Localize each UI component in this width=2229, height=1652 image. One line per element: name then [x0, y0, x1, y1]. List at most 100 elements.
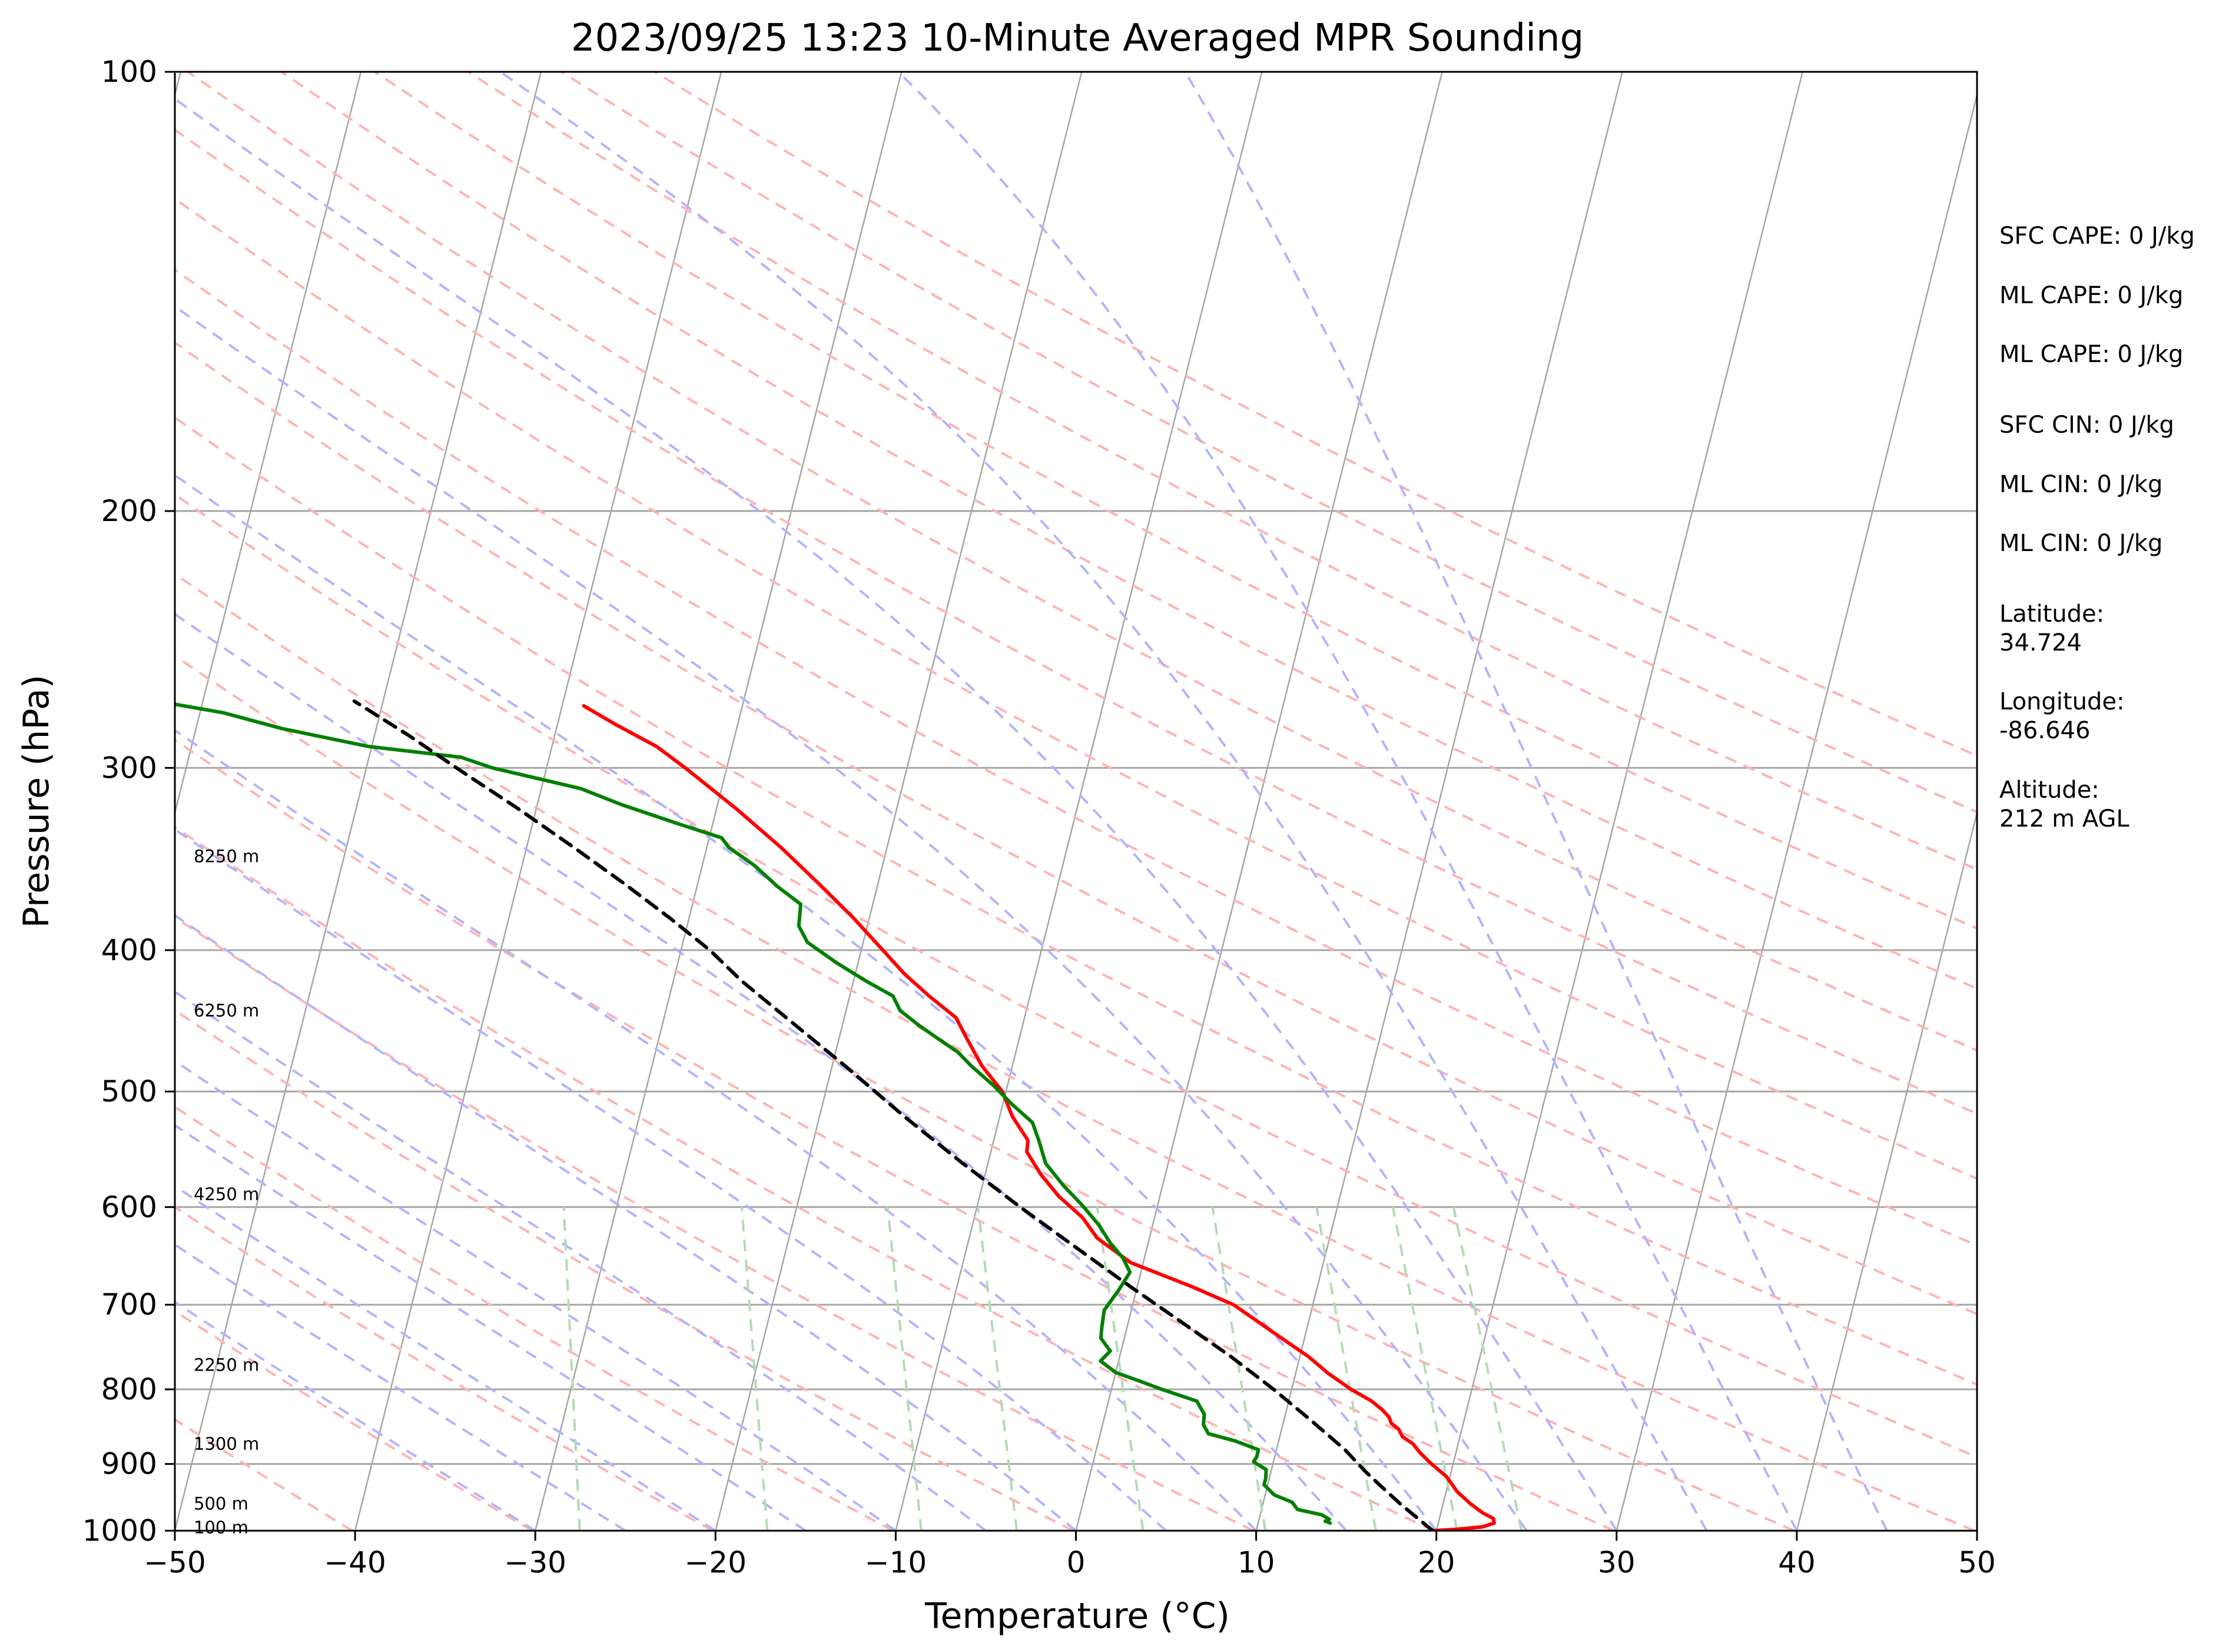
ml-cin-text: ML CIN: 0 J/kg [1999, 471, 2162, 498]
altitude-value: 212 m AGL [1999, 805, 2130, 832]
dry-adiabat-line [374, 72, 1977, 930]
dry-adiabat-line [280, 72, 1977, 990]
x-tick-label: −40 [324, 1545, 386, 1580]
isotherm-line [0, 72, 1, 1531]
moist-adiabat-line [175, 914, 1077, 1531]
y-tick-label: 300 [101, 751, 157, 785]
plot-border [174, 71, 1978, 1532]
isotherm-line [1255, 72, 1623, 1531]
latitude-value: 34.724 [1999, 629, 2082, 656]
y-tick-label: 800 [101, 1372, 157, 1406]
moist-adiabat-line [897, 72, 1798, 1531]
height-label: 100 m [194, 1518, 248, 1538]
y-tick-label: 900 [101, 1447, 157, 1481]
x-tick-label: −50 [144, 1545, 206, 1580]
dry-adiabat-line [175, 738, 1615, 1531]
moist-adiabat-line [175, 1243, 626, 1531]
moist-adiabat-line [1184, 72, 1888, 1531]
dry-adiabat-line [175, 128, 1977, 1115]
moist-adiabat-line [175, 305, 1528, 1531]
dry-adiabat-line [175, 341, 1977, 1315]
chart-title: 2023/09/25 13:23 10-Minute Averaged MPR … [571, 16, 1584, 60]
isotherm-line [1796, 810, 1977, 1531]
moist-adiabat-line [175, 990, 987, 1531]
dry-adiabat-line [187, 72, 1977, 1052]
moist-adiabat-line [175, 1059, 897, 1531]
moist-adiabat-line [175, 97, 1618, 1531]
dry-adiabat-line [175, 1309, 533, 1531]
dry-adiabat-line [175, 1105, 894, 1531]
isotherm-line [1616, 91, 1977, 1531]
height-label: 6250 m [194, 1000, 259, 1020]
moist-adiabat-line [175, 729, 1258, 1531]
x-tick-label: −30 [504, 1545, 566, 1580]
moist-adiabat-line [175, 1123, 807, 1531]
mixing-ratio-line [977, 1207, 1018, 1531]
dry-adiabat-line [467, 72, 1977, 871]
ml-cape-text: ML CAPE: 0 J/kg [1999, 282, 2183, 309]
isotherm-line [1435, 72, 1803, 1531]
dry-adiabat-line [175, 915, 1254, 1531]
sounding-lines [175, 699, 1496, 1531]
y-axis-title: Pressure (hPa) [16, 675, 57, 928]
side-annotations: SFC CAPE: 0 J/kg ML CAPE: 0 J/kg ML CAPE… [1999, 223, 2195, 832]
mixing-ratio-line [740, 1207, 769, 1531]
moist-adiabat-line [175, 473, 1438, 1531]
isotherm-line [354, 72, 722, 1531]
x-tick-label: 40 [1778, 1545, 1816, 1580]
height-label: 2250 m [194, 1355, 259, 1375]
y-tick-label: 100 [101, 55, 157, 89]
dry-adiabat-line [175, 1205, 714, 1531]
mixing-ratio-line [1391, 1206, 1458, 1531]
isotherm-line [715, 72, 1083, 1531]
height-label: 8250 m [194, 847, 259, 867]
mixing-ratio-line [1211, 1206, 1267, 1531]
mixing-ratio-line [1096, 1206, 1145, 1531]
height-label: 1300 m [194, 1434, 259, 1454]
mixing-ratio-line [562, 1207, 581, 1531]
ml-cape-text-2: ML CAPE: 0 J/kg [1999, 341, 2183, 368]
dry-adiabat-line [560, 72, 1977, 814]
temperature-line [582, 704, 1496, 1531]
dry-adiabat-line [175, 416, 1977, 1386]
height-label: 4250 m [194, 1185, 259, 1205]
height-labels: 8250 m 6250 m 4250 m 2250 m 1300 m 500 m 100 m [194, 847, 259, 1538]
isotherm-line [895, 72, 1263, 1531]
axis-ticks: −50 −40 −30 −20 −10 0 10 20 30 40 50 1000 900 800 700 6… [82, 55, 1996, 1580]
sfc-cin-text: SFC CIN: 0 J/kg [1999, 412, 2174, 439]
plot-frame [174, 71, 1978, 1532]
dewpoint-line [175, 702, 1332, 1525]
x-tick-label: 20 [1418, 1545, 1455, 1580]
isotherm-line [175, 72, 542, 1531]
ml-cin-text-2: ML CIN: 0 J/kg [1999, 530, 2162, 557]
y-tick-label: 600 [101, 1190, 157, 1224]
dry-adiabat-line [175, 197, 1977, 1180]
dry-adiabat-line [175, 268, 1977, 1247]
dry-adiabat-line [175, 493, 1977, 1459]
isotherm-line [175, 72, 362, 816]
x-tick-label: −20 [685, 1545, 747, 1580]
y-tick-label: 1000 [82, 1514, 157, 1548]
y-tick-label: 700 [101, 1288, 157, 1322]
isotherm-line [534, 72, 903, 1531]
sfc-cape-text: SFC CAPE: 0 J/kg [1999, 223, 2195, 250]
moist-adiabat-line [175, 828, 1167, 1531]
isotherm-line [1075, 72, 1443, 1531]
mixing-ratio-line [1452, 1206, 1523, 1531]
dry-adiabat-line [175, 1009, 1074, 1531]
x-tick-label: 30 [1598, 1545, 1636, 1580]
y-tick-label: 500 [101, 1074, 157, 1109]
x-axis-title: Temperature (°C) [924, 1595, 1230, 1637]
altitude-label: Altitude: [1999, 777, 2099, 804]
dry-adiabat-line [654, 72, 1977, 757]
longitude-value: -86.646 [1999, 717, 2090, 744]
latitude-label: Latitude: [1999, 601, 2104, 628]
dry-adiabat-line [175, 825, 1434, 1531]
x-tick-label: 50 [1958, 1545, 1996, 1580]
y-tick-label: 400 [101, 933, 157, 967]
background-lines [0, 72, 1977, 1531]
x-tick-label: −10 [865, 1545, 927, 1580]
mixing-ratio-line [1315, 1206, 1377, 1531]
